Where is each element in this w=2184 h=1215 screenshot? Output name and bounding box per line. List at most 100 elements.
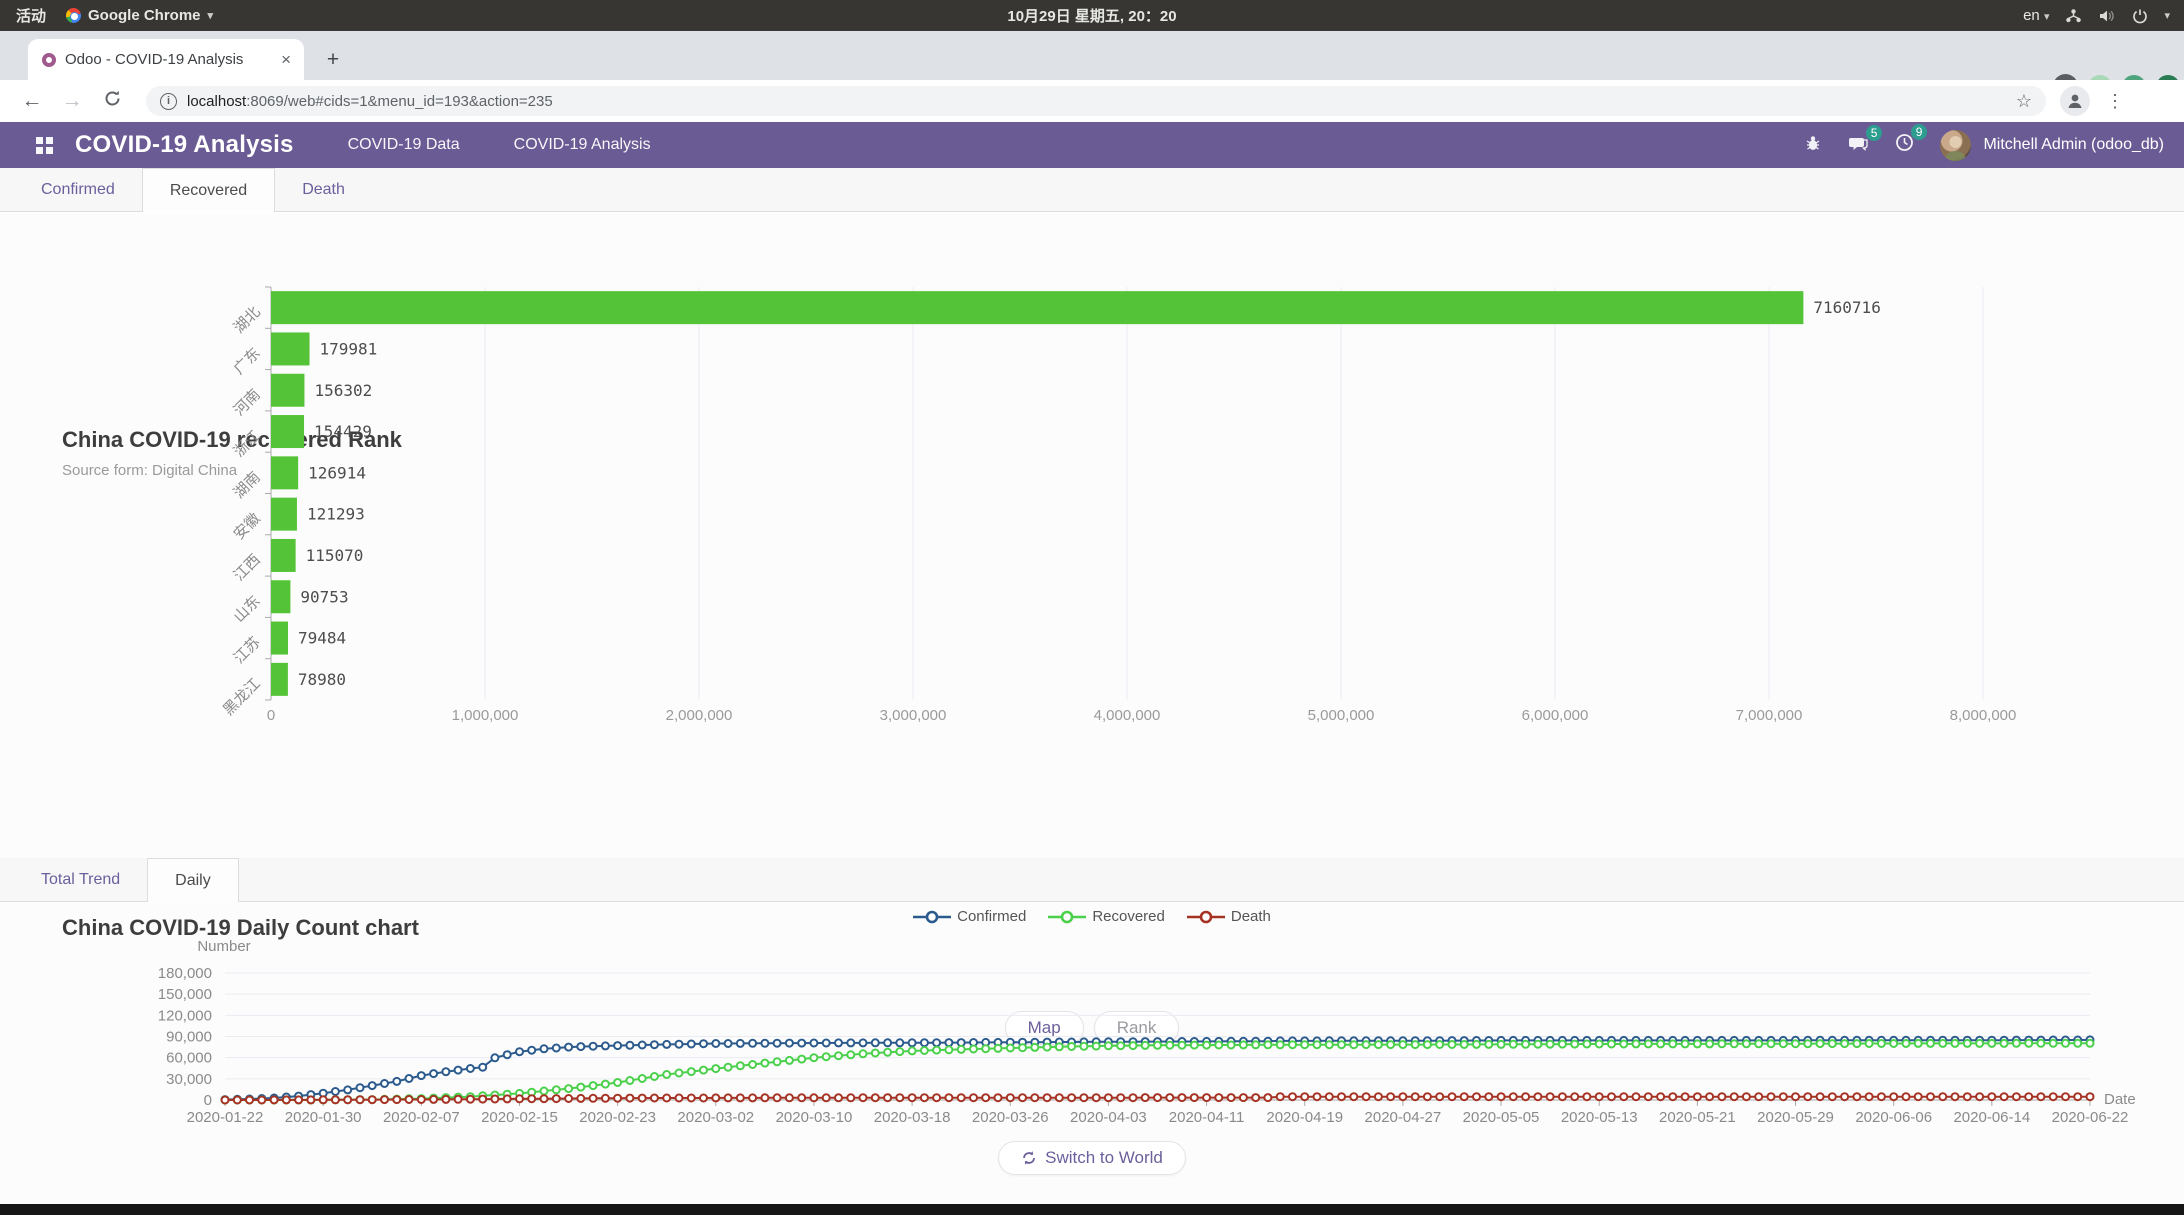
- data-point: [735, 1093, 745, 1103]
- site-info-icon[interactable]: i: [160, 92, 177, 110]
- reload-button[interactable]: [92, 89, 132, 114]
- bar-value-label: 154429: [314, 422, 372, 441]
- data-point: [883, 1047, 893, 1057]
- data-point: [993, 1093, 1003, 1103]
- forward-button[interactable]: →: [61, 89, 83, 112]
- data-point: [1521, 1092, 1531, 1102]
- data-point: [649, 1040, 659, 1050]
- activities-button[interactable]: 活动: [16, 8, 47, 25]
- tab-confirmed[interactable]: Confirmed: [41, 181, 115, 198]
- debug-bug-icon[interactable]: [1804, 134, 1822, 157]
- messages-button[interactable]: 5: [1848, 124, 1883, 157]
- bar-黑龙江: [271, 662, 288, 696]
- legend-item-recovered[interactable]: Recovered: [1048, 908, 1165, 925]
- data-point: [1926, 1038, 1935, 1048]
- legend-item-confirmed[interactable]: Confirmed: [913, 908, 1026, 925]
- network-icon[interactable]: [2065, 8, 2082, 24]
- data-point: [981, 1044, 991, 1054]
- data-point: [662, 1070, 672, 1079]
- data-point: [1422, 1092, 1432, 1102]
- x-tick-label: 2020-03-10: [776, 1109, 853, 1126]
- data-point: [784, 1093, 794, 1103]
- data-point: [490, 1094, 500, 1104]
- data-point: [1361, 1040, 1371, 1050]
- tab-death[interactable]: Death: [302, 181, 345, 198]
- address-bar[interactable]: i localhost:8069/web#cids=1&menu_id=193&…: [146, 86, 2046, 116]
- browser-menu-icon[interactable]: ⋮: [2106, 90, 2124, 111]
- user-avatar[interactable]: [1940, 129, 1972, 161]
- data-point: [1165, 1040, 1175, 1050]
- data-point: [1275, 1040, 1285, 1050]
- bar-x-tick-label: 1,000,000: [452, 707, 519, 724]
- browser-profile-button[interactable]: [2060, 86, 2090, 116]
- data-point: [625, 1040, 635, 1050]
- data-point: [1913, 1038, 1923, 1048]
- data-point: [1275, 1092, 1285, 1102]
- data-point: [674, 1093, 684, 1103]
- volume-icon[interactable]: [2098, 8, 2116, 24]
- language-indicator[interactable]: en ▾: [2023, 7, 2050, 24]
- data-point: [956, 1093, 966, 1103]
- trend-chart-title: China COVID-19 Daily Count chart: [62, 915, 419, 940]
- data-point: [870, 1048, 880, 1058]
- clock[interactable]: 10月29日 星期五, 20：20: [1007, 8, 1177, 25]
- legend-marker-icon: [1048, 910, 1087, 923]
- new-tab-button[interactable]: +: [326, 48, 340, 71]
- url-text[interactable]: localhost:8069/web#cids=1&menu_id=193&ac…: [187, 92, 553, 110]
- browser-tab-active[interactable]: Odoo - COVID-19 Analysis ×: [28, 39, 304, 80]
- chevron-down-icon[interactable]: ▾: [2164, 10, 2170, 22]
- y-axis-label: Number: [197, 938, 250, 955]
- data-point: [797, 1038, 807, 1048]
- data-point: [649, 1072, 659, 1081]
- data-point: [1067, 1093, 1077, 1103]
- bookmark-star-icon[interactable]: ☆: [2015, 90, 2032, 111]
- power-icon[interactable]: [2132, 8, 2148, 24]
- data-point: [1398, 1092, 1408, 1102]
- legend-item-death[interactable]: Death: [1186, 908, 1271, 925]
- data-point: [1263, 1040, 1273, 1050]
- tab-close-icon[interactable]: ×: [281, 49, 291, 69]
- tab-recovered[interactable]: Recovered: [141, 168, 276, 212]
- bar-x-tick-label: 4,000,000: [1094, 707, 1161, 724]
- user-menu[interactable]: Mitchell Admin (odoo_db): [1983, 136, 2164, 153]
- activities-button[interactable]: 9: [1895, 124, 1928, 157]
- menu-covid19-analysis[interactable]: COVID-19 Analysis: [513, 136, 651, 153]
- tab-total-trend[interactable]: Total Trend: [41, 871, 121, 888]
- data-point: [1128, 1093, 1138, 1103]
- data-point: [1018, 1093, 1027, 1103]
- data-point: [1435, 1092, 1445, 1102]
- bar-value-label: 121293: [307, 505, 365, 524]
- data-point: [1729, 1039, 1739, 1049]
- app-menu-chrome[interactable]: Google Chrome ▾: [66, 7, 213, 24]
- data-point: [551, 1085, 561, 1095]
- data-point: [576, 1093, 586, 1103]
- app-title[interactable]: COVID-19 Analysis: [75, 131, 294, 158]
- tab-daily[interactable]: Daily: [147, 858, 239, 902]
- menu-covid19-data[interactable]: COVID-19 Data: [347, 136, 460, 153]
- apps-menu-icon[interactable]: [36, 136, 53, 154]
- data-point: [343, 1085, 353, 1095]
- data-point: [1459, 1092, 1469, 1102]
- data-point: [613, 1093, 623, 1103]
- rank-tabs: Confirmed Recovered Death: [0, 168, 2184, 212]
- bar-category-label: 山东: [231, 593, 264, 626]
- data-point: [1999, 1038, 2009, 1048]
- daily-line-chart: Number 0 30,000 60,000 90,000 120,000 150,000 1…: [158, 938, 2136, 1126]
- data-point: [1533, 1039, 1543, 1049]
- data-point: [1410, 1040, 1420, 1050]
- data-point: [1202, 1040, 1212, 1050]
- data-point: [539, 1094, 549, 1104]
- data-point: [1705, 1039, 1715, 1049]
- data-point: [1288, 1092, 1297, 1102]
- data-point: [993, 1043, 1003, 1053]
- back-button[interactable]: ←: [21, 89, 43, 112]
- data-point: [1226, 1040, 1236, 1050]
- data-point: [1582, 1092, 1592, 1102]
- data-point: [1766, 1039, 1776, 1049]
- data-point: [1116, 1041, 1126, 1051]
- switch-to-world-button[interactable]: Switch to World: [998, 1141, 1186, 1175]
- data-point: [441, 1094, 451, 1104]
- data-point: [416, 1095, 426, 1104]
- bar-山东: [271, 580, 291, 614]
- data-point: [551, 1094, 561, 1104]
